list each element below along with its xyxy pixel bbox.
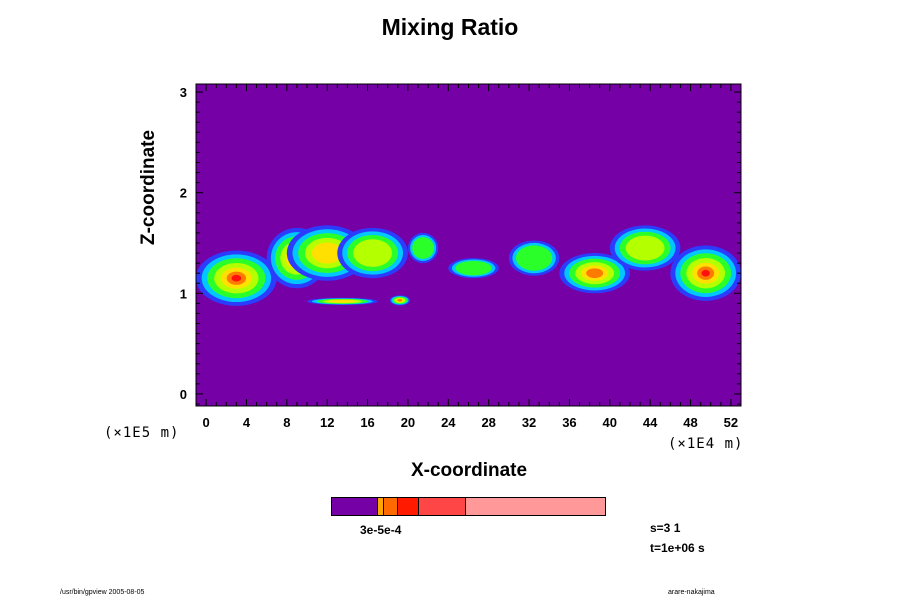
colorbar-labels: 3e-5e-4 <box>360 523 402 537</box>
footer-right: arare-nakajima <box>668 589 715 596</box>
cloud-4-layer-2 <box>412 237 434 259</box>
cloud-10-layer-4 <box>328 300 356 303</box>
x-tick-label: 12 <box>320 415 334 430</box>
cloud-2-layer-4 <box>311 242 343 264</box>
x-axis: 0 4 8 12 16 20 24 28 32 36 40 44 48 52 <box>195 84 742 430</box>
x-tick-label: 8 <box>283 415 290 430</box>
y-tick-label: 1 <box>180 286 187 301</box>
x-tick-label: 0 <box>202 415 209 430</box>
cloud-6-layer-2 <box>515 245 553 271</box>
colorbar-segment <box>397 498 420 515</box>
x-tick-label: 4 <box>243 415 251 430</box>
cloud-11-layer-5 <box>397 299 403 302</box>
x-axis-label: X-coordinate <box>410 460 528 481</box>
x-tick-label: 48 <box>683 415 697 430</box>
s-value: s=3 1 <box>650 521 681 535</box>
x-tick-label: 20 <box>401 415 415 430</box>
y-axis-unit: (×1E5 m) <box>104 425 180 441</box>
chart-title: Mixing Ratio <box>381 14 519 40</box>
cloud-7-layer-5 <box>586 268 604 279</box>
cloud-5-layer-2 <box>455 260 492 276</box>
colorbar <box>331 497 606 516</box>
footer-left: /usr/bin/gpview 2005-08-05 <box>60 589 145 596</box>
y-tick-label: 3 <box>180 85 187 100</box>
colorbar-segment <box>383 498 398 515</box>
x-tick-label: 36 <box>562 415 576 430</box>
cloud-0-layer-6 <box>231 274 242 282</box>
cloud-8-layer-3 <box>625 235 665 261</box>
y-axis-label: Z-coordinate <box>138 129 159 245</box>
x-tick-label: 24 <box>441 415 456 430</box>
x-tick-label: 44 <box>643 415 658 430</box>
colorbar-segment <box>378 498 384 515</box>
x-tick-label: 52 <box>724 415 738 430</box>
colorbar-segment <box>419 498 466 515</box>
x-tick-label: 16 <box>360 415 374 430</box>
y-tick-label: 2 <box>180 186 187 201</box>
cloud-3-layer-3 <box>353 239 393 267</box>
colorbar-segment <box>332 498 379 515</box>
colorbar-segment <box>465 498 605 515</box>
x-axis-unit: (×1E4 m) <box>668 436 744 452</box>
cloud-9-layer-6 <box>701 269 710 277</box>
y-tick-label: 0 <box>180 387 187 402</box>
t-value: t=1e+06 s <box>650 541 705 555</box>
cloud-field <box>196 225 741 306</box>
x-tick-label: 28 <box>481 415 495 430</box>
x-tick-label: 32 <box>522 415 536 430</box>
y-axis: 0 1 2 3 <box>180 85 741 405</box>
x-tick-label: 40 <box>603 415 617 430</box>
